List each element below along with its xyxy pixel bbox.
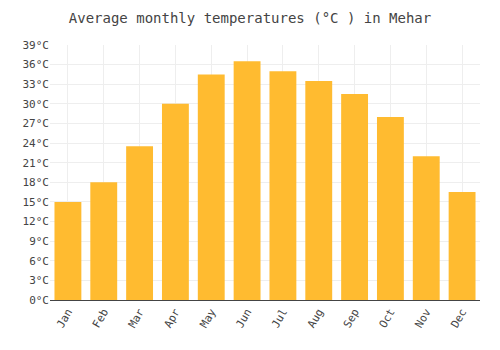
- svg-text:21°C: 21°C: [23, 157, 50, 170]
- svg-text:Dec: Dec: [448, 306, 469, 330]
- svg-text:0°C: 0°C: [29, 294, 49, 307]
- svg-text:15°C: 15°C: [23, 196, 50, 209]
- svg-text:Nov: Nov: [412, 306, 433, 330]
- svg-text:Jan: Jan: [54, 306, 75, 330]
- svg-text:Oct: Oct: [377, 306, 398, 330]
- svg-text:Jul: Jul: [269, 306, 290, 330]
- svg-text:May: May: [197, 306, 218, 330]
- svg-text:33°C: 33°C: [23, 78, 50, 91]
- svg-text:Mar: Mar: [126, 306, 147, 330]
- svg-text:9°C: 9°C: [29, 235, 49, 248]
- svg-text:36°C: 36°C: [23, 58, 50, 71]
- svg-text:3°C: 3°C: [29, 274, 49, 287]
- svg-text:Feb: Feb: [90, 306, 111, 330]
- svg-text:27°C: 27°C: [23, 117, 50, 130]
- svg-text:12°C: 12°C: [23, 215, 50, 228]
- svg-text:Jun: Jun: [233, 306, 254, 330]
- svg-text:Average monthly temperatures (: Average monthly temperatures (°C ) in Me…: [69, 10, 431, 26]
- svg-text:6°C: 6°C: [29, 255, 49, 268]
- svg-text:Aug: Aug: [305, 306, 326, 330]
- svg-text:Sep: Sep: [341, 306, 362, 330]
- svg-text:Apr: Apr: [162, 306, 183, 330]
- svg-text:39°C: 39°C: [23, 39, 50, 52]
- svg-text:30°C: 30°C: [23, 98, 50, 111]
- svg-text:24°C: 24°C: [23, 137, 50, 150]
- svg-text:18°C: 18°C: [23, 176, 50, 189]
